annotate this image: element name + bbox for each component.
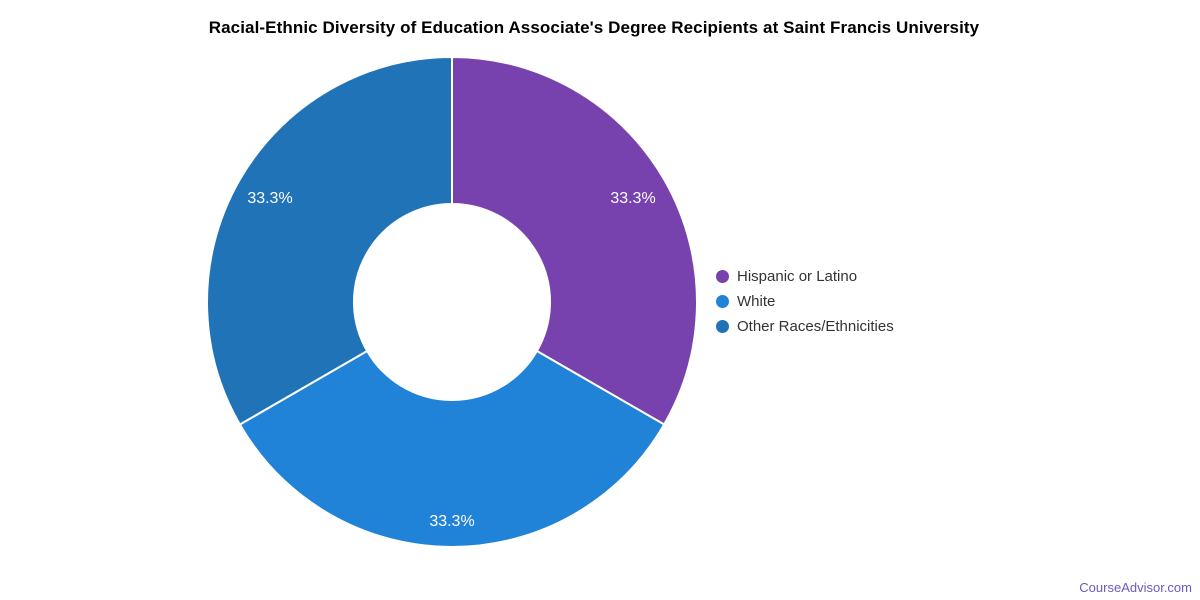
pie-slice-0[interactable]: [451, 56, 698, 426]
legend-dot-icon: [716, 295, 729, 308]
legend-label: Other Races/Ethnicities: [737, 318, 894, 335]
donut-chart[interactable]: [192, 42, 712, 562]
legend-dot-icon: [716, 270, 729, 283]
pie-slice-2[interactable]: [206, 56, 453, 426]
watermark-link[interactable]: CourseAdvisor.com: [1079, 580, 1192, 595]
legend-dot-icon: [716, 320, 729, 333]
pie-slice-1[interactable]: [238, 350, 666, 548]
legend-item-other-races[interactable]: Other Races/Ethnicities: [716, 314, 894, 339]
legend-item-hispanic-or-latino[interactable]: Hispanic or Latino: [716, 264, 894, 289]
legend: Hispanic or Latino White Other Races/Eth…: [716, 264, 894, 339]
chart-title: Racial-Ethnic Diversity of Education Ass…: [208, 18, 980, 37]
legend-label: Hispanic or Latino: [737, 268, 858, 285]
legend-item-white[interactable]: White: [716, 289, 894, 314]
legend-label: White: [737, 293, 776, 310]
